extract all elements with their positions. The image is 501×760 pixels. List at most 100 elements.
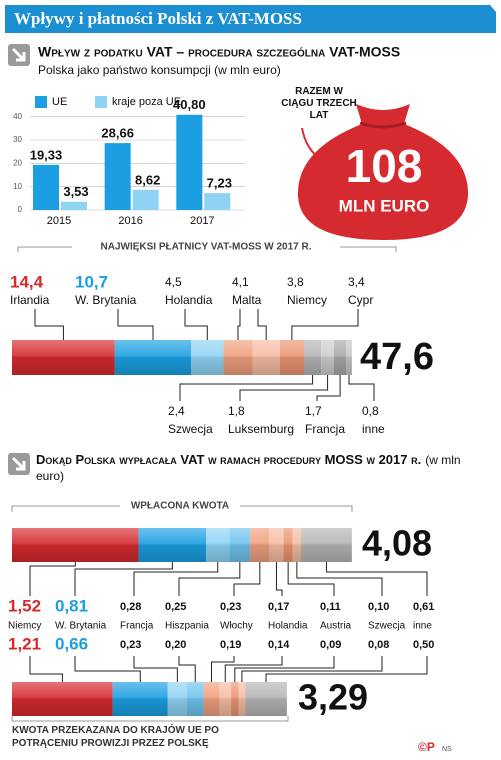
data-label: 4,1	[232, 275, 249, 289]
data-label: 7,23	[207, 176, 232, 191]
header-banner	[5, 5, 496, 33]
series-label: WPŁACONA KWOTA	[131, 501, 229, 512]
data-label: 3,53	[63, 184, 88, 199]
leader-line	[179, 375, 314, 401]
leader-line	[265, 656, 428, 682]
leader-line	[257, 309, 267, 340]
data-label: 14,4	[10, 272, 44, 291]
section-icon	[8, 453, 30, 475]
data-label: 0,09	[320, 639, 341, 651]
category-label: Irlandia	[10, 293, 50, 307]
legend-label: kraje poza UE	[112, 96, 181, 108]
data-label: 0,66	[55, 634, 88, 653]
bar-shading	[12, 682, 287, 716]
leader-line	[234, 656, 335, 682]
leader-line	[29, 656, 63, 682]
category-label: Francja	[305, 422, 345, 436]
bar	[176, 114, 203, 210]
leader-line	[178, 562, 241, 596]
title-rule	[11, 716, 289, 722]
data-label: 3,8	[287, 275, 304, 289]
x-tick-label: 2016	[118, 215, 142, 227]
bar	[104, 143, 131, 210]
leader-line	[184, 309, 208, 340]
section-title: Dokąd Polska wypłacała VAT w ramach proc…	[36, 452, 466, 484]
bar-shading	[12, 340, 352, 375]
leader-line	[291, 309, 359, 340]
y-tick-label: 40	[13, 112, 22, 121]
category-label: Holandia	[268, 621, 308, 632]
leader-line	[133, 656, 178, 682]
leader-line	[241, 656, 383, 682]
legend-swatch	[35, 96, 47, 108]
category-label: Szwecja	[168, 422, 213, 436]
category-label: W. Brytania	[55, 621, 107, 632]
x-tick-label: 2017	[190, 215, 214, 227]
category-label: Włochy	[220, 621, 253, 632]
leader-line	[74, 562, 173, 596]
legend-label: UE	[52, 96, 67, 108]
chart-title: NAJWIĘKSI PŁATNICY VAT-MOSS W 2017 R.	[101, 242, 312, 253]
data-label: 1,8	[228, 404, 245, 418]
leader-line	[211, 656, 235, 682]
category-label: Francja	[120, 621, 154, 632]
header-title: Wpływy i płatności Polski z VAT-MOSS	[14, 9, 302, 28]
section-title-text: Dokąd Polska wypłacała VAT w ramach proc…	[36, 452, 422, 467]
data-label: 0,81	[55, 596, 88, 615]
leader-line	[237, 309, 241, 340]
data-label: 0,61	[413, 601, 434, 613]
category-label: Holandia	[165, 293, 213, 307]
section-icon	[8, 44, 30, 66]
data-label: 0,08	[368, 639, 389, 651]
section-subtitle: (w mln euro)	[36, 453, 461, 483]
y-tick-label: 20	[13, 158, 22, 167]
category-label: Luksemburg	[228, 422, 294, 436]
total-label: 4,08	[362, 523, 432, 564]
data-label: 8,62	[135, 172, 160, 187]
data-label: 1,7	[305, 404, 322, 418]
total-label: 3,29	[298, 677, 368, 718]
y-tick-label: 10	[13, 182, 22, 191]
data-label: 1,21	[8, 634, 41, 653]
data-label: 0,50	[413, 639, 434, 651]
bar	[61, 201, 87, 210]
leader-line	[117, 309, 154, 340]
category-label: Malta	[232, 293, 262, 307]
y-tick-label: 0	[18, 205, 23, 214]
data-label: 3,4	[348, 275, 365, 289]
title-rule	[11, 505, 353, 512]
data-label: 0,23	[220, 601, 241, 613]
category-label: inne	[362, 422, 385, 436]
summary-label: RAZEM W CIĄGU TRZECH LAT	[281, 86, 357, 121]
y-tick-label: 30	[13, 135, 22, 144]
leader-line	[348, 375, 375, 401]
data-label: 0,19	[220, 639, 241, 651]
category-label: W. Brytania	[75, 293, 137, 307]
x-tick-label: 2015	[47, 215, 71, 227]
section-subtitle: Polska jako państwo konsumpcji (w mln eu…	[38, 63, 281, 77]
data-label: 19,33	[30, 147, 63, 162]
category-label: Hiszpania	[165, 621, 209, 632]
leader-line	[233, 562, 261, 596]
data-label: 0,14	[268, 639, 290, 651]
leader-line	[34, 309, 64, 340]
total-label: 47,6	[360, 336, 434, 378]
data-label: 0,28	[120, 601, 141, 613]
leader-line	[133, 562, 219, 596]
bar-shading	[12, 528, 352, 562]
leader-line	[275, 562, 283, 596]
category-label: inne	[413, 621, 432, 632]
credit-logo: ©P	[418, 740, 435, 754]
data-label: 2,4	[168, 404, 185, 418]
data-label: 28,66	[101, 126, 134, 141]
credit-author: NS	[442, 746, 452, 753]
data-label: 1,52	[8, 596, 41, 615]
leader-line	[224, 656, 283, 682]
leader-line	[296, 562, 383, 596]
data-label: 0,23	[120, 639, 141, 651]
data-label: 0,11	[320, 601, 341, 613]
leader-line	[325, 562, 428, 596]
leader-line	[287, 562, 335, 596]
